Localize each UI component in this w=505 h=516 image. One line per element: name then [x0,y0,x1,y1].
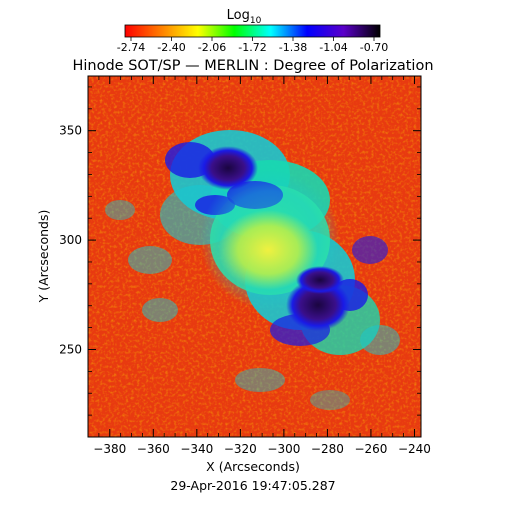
plot-axes: −380 −360 −340 −320 −300 −280 −260 −240 250 300 35… [59,75,431,456]
plage-patch [128,246,172,274]
colorbar-tick-label: -1.72 [238,41,266,54]
colorbar-gradient [124,24,381,38]
plage-patch [310,390,350,410]
x-tick-label: −340 [180,442,213,456]
plage-patch [352,236,388,264]
x-tick-label: −320 [224,442,257,456]
x-tick-label: −380 [93,442,126,456]
sunspot-north [198,146,258,190]
plage-patch [235,368,285,392]
chart-title: Hinode SOT/SP — MERLIN : Degree of Polar… [72,58,433,74]
y-tick-label: 350 [59,124,82,138]
colorbar-tick-label: -1.38 [279,41,307,54]
colorbar-tick-label: -0.70 [360,41,388,54]
colorbar-label: Log10 [227,8,262,26]
plage-patch [360,325,400,355]
x-tick-label: −260 [354,442,387,456]
y-tick-label: 250 [59,342,82,356]
colorbar: Log10 -2.74 -2.40 -2.06 -1.72 -1.38 -1.04 -0.7… [117,8,388,54]
colorbar-tick-label: -1.04 [319,41,347,54]
colorbar-tick-label: -2.06 [198,41,226,54]
plage-patch [105,200,135,220]
x-axis-label: X (Arcseconds) [206,459,300,474]
plage-patch [142,298,178,322]
active-region-core [218,210,318,290]
y-axis-label: Y (Arcseconds) [36,210,51,304]
x-tick-label: −300 [267,442,300,456]
x-tick-label: −240 [398,442,431,456]
colorbar-ticks: -2.74 -2.40 -2.06 -1.72 -1.38 -1.04 -0.70 [117,37,388,54]
x-tick-label: −360 [137,442,170,456]
plot-frame [87,75,422,438]
colorbar-tick-label: -2.40 [157,41,185,54]
x-tick-label: −280 [311,442,344,456]
timestamp: 29-Apr-2016 19:47:05.287 [170,478,335,493]
sunspot-south-upper [296,266,344,294]
sunspot-south [286,279,350,331]
y-tick-label: 300 [59,233,82,247]
polarization-image [88,76,421,437]
colorbar-tick-label: -2.74 [117,41,145,54]
